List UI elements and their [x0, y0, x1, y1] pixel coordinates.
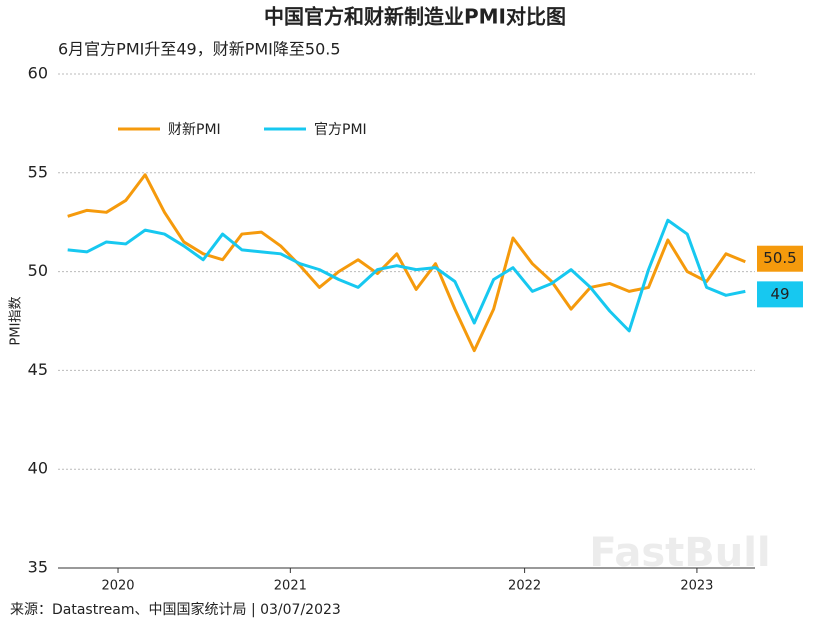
x-tick-label: 2020: [101, 579, 134, 594]
legend-label: 财新PMI: [168, 122, 221, 138]
end-label: 50.5: [763, 249, 796, 267]
legend-label: 官方PMI: [314, 122, 367, 138]
y-tick-label: 35: [28, 558, 48, 577]
series-line: [67, 218, 746, 333]
source: 来源：Datastream、中国国家统计局 | 03/07/2023: [10, 601, 341, 618]
end-label: 49: [770, 285, 789, 303]
chart-subtitle: 6月官方PMI升至49，财新PMI降至50.5: [58, 40, 341, 59]
watermark: FastBull: [589, 530, 770, 576]
x-tick-label: 2022: [508, 579, 541, 594]
y-tick-label: 55: [28, 162, 48, 181]
y-tick-label: 40: [28, 459, 48, 478]
series-line: [67, 173, 746, 353]
y-tick-label: 50: [28, 261, 48, 280]
end-label-box: [757, 281, 803, 308]
x-tick-label: 2023: [680, 579, 713, 594]
chart-title: 中国官方和财新制造业PMI对比图: [264, 5, 566, 29]
x-tick-label: 2021: [274, 579, 307, 594]
y-tick-label: 60: [28, 64, 48, 83]
y-axis-label: PMI指数: [9, 297, 24, 346]
y-tick-label: 45: [28, 360, 48, 379]
end-label-box: [757, 245, 803, 272]
